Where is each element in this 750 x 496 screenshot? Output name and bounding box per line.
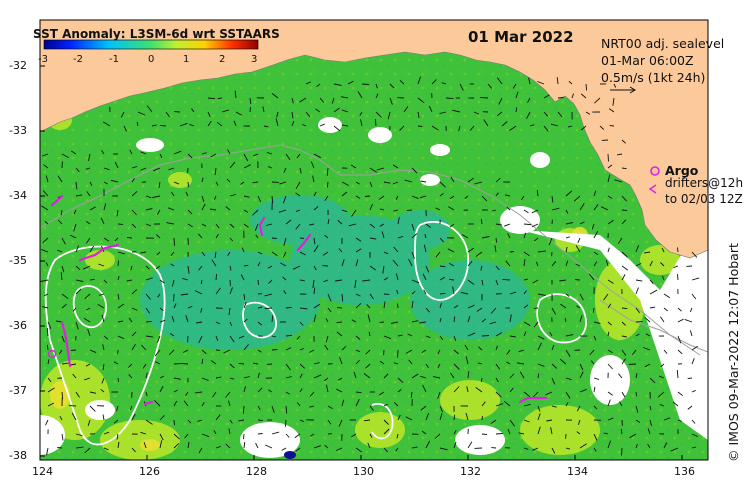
drifters-legend-line-1: drifters@12h (665, 176, 744, 190)
info-line-2: 01-Mar 06:00Z (601, 53, 694, 68)
y-tick-label: -38 (9, 449, 27, 462)
x-tick-label: 126 (139, 465, 160, 478)
colorbar-tick-label: 2 (219, 54, 226, 65)
x-tick-label: 128 (246, 465, 267, 478)
y-tick-label: -36 (9, 319, 27, 332)
y-tick-label: -34 (9, 189, 27, 202)
colorbar (43, 39, 259, 50)
current-vectors (40, 76, 700, 456)
x-tick-label: 136 (674, 465, 695, 478)
y-tick-label: -33 (9, 124, 27, 137)
x-tick-label: 124 (32, 465, 53, 478)
colorbar-tick-label: -1 (109, 54, 119, 65)
colorbar-tick-label: 0 (148, 54, 155, 65)
x-tick-label: 134 (567, 465, 588, 478)
colorbar-tick-label: -2 (73, 54, 83, 65)
map-frame (39, 19, 709, 461)
colorbar-title: SST Anomaly: L3SM-6d wrt SSTAARS (33, 27, 280, 41)
info-line-3: 0.5m/s (1kt 24h) (601, 70, 706, 85)
colorbar-tick-label: 1 (183, 54, 190, 65)
argo-legend-label: Argo (665, 163, 699, 178)
colorbar-tick-label: -3 (38, 54, 48, 65)
sealevel-contours (44, 220, 587, 446)
x-tick-label: 132 (460, 465, 481, 478)
argo-float-marker (47, 349, 57, 359)
drifters-legend-line-2: to 02/03 12Z (665, 192, 743, 206)
colorbar-tick-label: 3 (251, 54, 258, 65)
land-australia (40, 20, 708, 259)
argo-legend-icon (650, 166, 660, 176)
x-tick-label: 130 (353, 465, 374, 478)
imos-credit: © IMOS 09-Mar-2022 12:07 Hobart (726, 243, 741, 462)
drifter-tracks (50, 194, 548, 406)
y-tick-label: -32 (9, 59, 27, 72)
depth-contour (40, 144, 701, 356)
y-tick-label: -37 (9, 384, 27, 397)
drifter-legend-icon (648, 184, 657, 194)
info-line-1: NRT00 adj. sealevel (601, 36, 725, 51)
date-label: 01 Mar 2022 (468, 28, 574, 46)
y-tick-label: -35 (9, 254, 27, 267)
